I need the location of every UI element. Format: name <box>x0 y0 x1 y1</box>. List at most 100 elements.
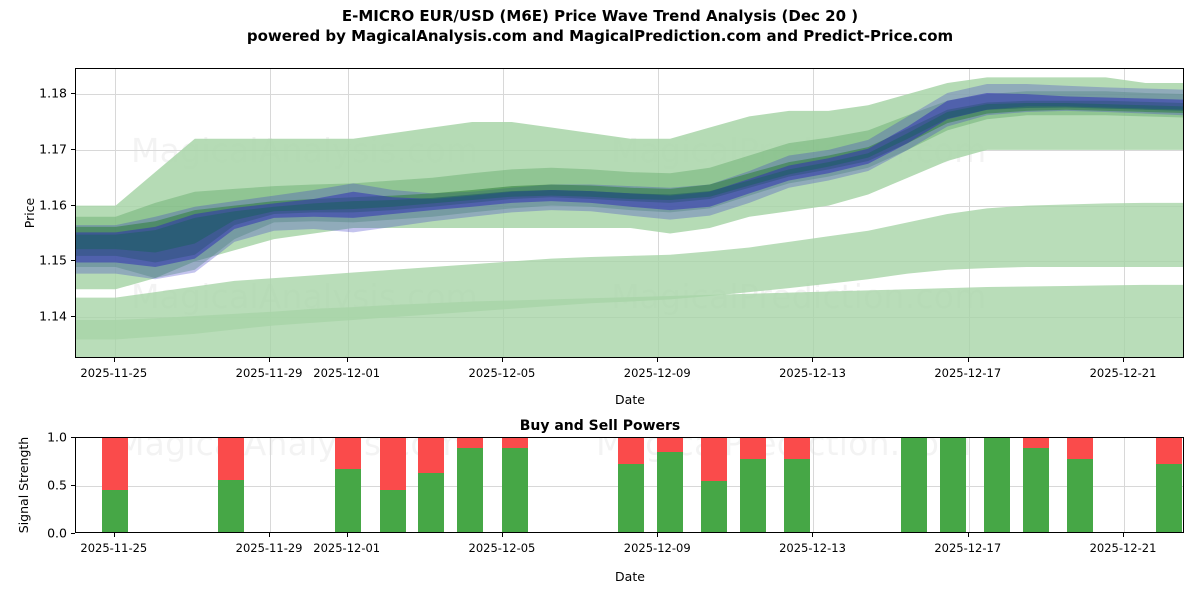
y-tick-mark <box>71 260 75 262</box>
buy-power-segment <box>501 448 528 532</box>
x-tick-label: 2025-11-29 <box>235 366 303 380</box>
x-tick-mark <box>812 533 814 537</box>
y-tick-mark <box>71 148 75 150</box>
bar-2025-12-05[interactable] <box>501 438 528 532</box>
buy-power-segment <box>1155 463 1182 532</box>
gridline-horizontal <box>76 94 1183 96</box>
sell-power-segment <box>618 438 645 464</box>
buy-power-segment <box>984 438 1011 532</box>
band-mid-green-band <box>76 202 1183 340</box>
gridline-vertical <box>1124 438 1125 532</box>
sell-power-segment <box>701 438 728 482</box>
y-tick-label: 1.0 <box>47 429 67 445</box>
bar-2025-12-12[interactable] <box>784 438 811 532</box>
y-tick-mark <box>71 485 75 486</box>
x-tick-label: 2025-12-09 <box>623 541 691 555</box>
buy-power-segment <box>335 468 362 532</box>
bar-2025-12-09[interactable] <box>656 438 683 532</box>
y-tick-label: 1.14 <box>39 308 67 324</box>
bar-2025-12-02[interactable] <box>379 438 406 532</box>
band-center-dark-wave <box>76 103 1183 253</box>
y-tick-label: 0.0 <box>47 525 67 541</box>
bar-2025-11-25[interactable] <box>102 438 129 532</box>
buy-power-segment <box>457 447 484 532</box>
buy-power-segment <box>218 480 245 532</box>
watermark: MagicalAnalysis.com <box>116 438 463 463</box>
bar-2025-12-17[interactable] <box>984 438 1011 532</box>
band-lower-green-band <box>76 284 1183 357</box>
x-tick-label: 2025-12-05 <box>468 366 536 380</box>
x-tick-mark <box>346 358 348 362</box>
bar-2025-12-10[interactable] <box>701 438 728 532</box>
bar-2025-12-16[interactable] <box>939 438 966 532</box>
sell-power-segment <box>418 438 445 474</box>
sell-power-segment <box>102 438 129 490</box>
buy-power-segment <box>939 438 966 532</box>
bars-ylabel: Signal Strength <box>16 436 31 534</box>
x-tick-label: 2025-12-21 <box>1089 366 1157 380</box>
bar-2025-11-28[interactable] <box>218 438 245 532</box>
bar-2025-12-18[interactable] <box>1022 438 1049 532</box>
x-tick-label: 2025-12-01 <box>313 366 381 380</box>
y-tick-mark <box>71 533 75 534</box>
sell-power-segment <box>1022 438 1049 448</box>
buy-power-segment <box>656 452 683 532</box>
bar-2025-12-08[interactable] <box>618 438 645 532</box>
buy-power-segment <box>900 438 927 532</box>
x-tick-label: 2025-11-29 <box>235 541 303 555</box>
x-tick-mark <box>269 533 271 537</box>
buy-power-segment <box>740 459 767 532</box>
bars-xlabel: Date <box>615 569 645 584</box>
buy-power-segment <box>102 489 129 532</box>
x-tick-label: 2025-12-21 <box>1089 541 1157 555</box>
x-tick-label: 2025-12-13 <box>779 541 846 555</box>
gridline-vertical <box>813 438 815 532</box>
x-tick-label: 2025-12-09 <box>623 366 691 380</box>
price-xlabel: Date <box>615 392 645 407</box>
x-tick-mark <box>967 533 969 537</box>
price-wave-plot: MagicalAnalysis.comMagicalPrediction.com… <box>75 68 1184 358</box>
page-title: E-MICRO EUR/USD (M6E) Price Wave Trend A… <box>0 6 1200 46</box>
buy-power-segment <box>1067 459 1094 532</box>
x-tick-mark <box>501 533 503 537</box>
x-tick-mark <box>113 358 115 362</box>
sell-power-segment <box>379 438 406 490</box>
buy-power-segment <box>1022 447 1049 532</box>
x-tick-label: 2025-12-05 <box>468 541 536 555</box>
y-tick-mark <box>71 316 75 318</box>
sell-power-segment <box>656 438 683 453</box>
sell-power-segment <box>784 438 811 460</box>
bar-2025-12-22[interactable] <box>1155 438 1182 532</box>
x-tick-mark <box>1123 533 1124 537</box>
x-tick-mark <box>269 358 271 362</box>
title-line-2: powered by MagicalAnalysis.com and Magic… <box>246 27 954 45</box>
x-tick-mark <box>113 533 115 537</box>
x-tick-mark <box>346 533 348 537</box>
bars-title: Buy and Sell Powers <box>519 418 681 434</box>
y-tick-mark <box>71 437 75 438</box>
y-tick-label: 1.15 <box>39 252 67 268</box>
sell-power-segment <box>1067 438 1094 460</box>
bar-2025-12-03[interactable] <box>418 438 445 532</box>
sell-power-segment <box>218 438 245 481</box>
sell-power-segment <box>335 438 362 469</box>
x-tick-mark <box>1123 358 1124 362</box>
bar-2025-12-15[interactable] <box>900 438 927 532</box>
x-tick-label: 2025-12-13 <box>779 366 846 380</box>
gridline-vertical <box>270 438 272 532</box>
buy-power-segment <box>784 459 811 532</box>
x-tick-label: 2025-11-25 <box>80 366 148 380</box>
x-tick-mark <box>501 358 503 362</box>
bar-2025-12-19[interactable] <box>1067 438 1094 532</box>
bar-2025-12-01[interactable] <box>335 438 362 532</box>
price-ylabel: Price <box>22 197 37 229</box>
bar-2025-12-11[interactable] <box>740 438 767 532</box>
x-tick-label: 2025-12-17 <box>934 541 1002 555</box>
bar-2025-12-04[interactable] <box>457 438 484 532</box>
x-tick-label: 2025-12-17 <box>934 366 1002 380</box>
buy-power-segment <box>379 489 406 532</box>
sell-power-segment <box>1155 438 1182 464</box>
wave-bands <box>76 77 1183 357</box>
gridline-vertical <box>813 69 815 357</box>
